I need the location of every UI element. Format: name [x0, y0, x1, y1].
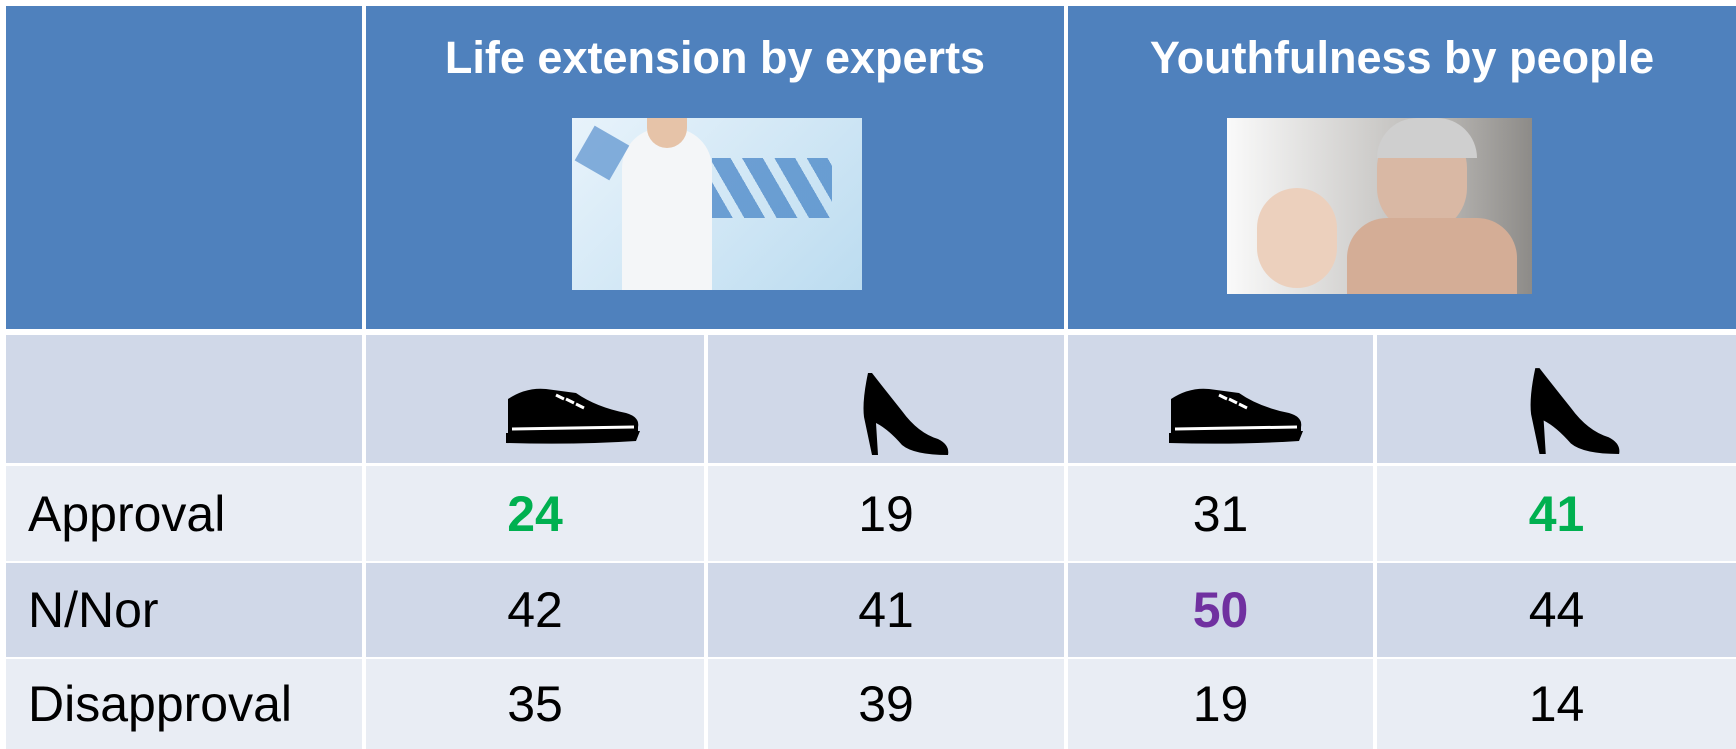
heel-icon — [1530, 368, 1620, 454]
shoulders — [1347, 218, 1517, 294]
heel-icon — [863, 373, 949, 455]
value-cell: 19 — [708, 466, 1064, 561]
icons — [712, 158, 832, 218]
value-cell: 42 — [366, 563, 704, 657]
men-shoe-icon — [1169, 388, 1303, 444]
value-cell: 44 — [1377, 563, 1736, 657]
column-title: Youthfulness by people — [1149, 32, 1655, 83]
column-title: Life extension by experts — [444, 32, 986, 83]
icon-row-cell — [6, 335, 362, 463]
header-cell: Youthfulness by people — [1068, 6, 1736, 329]
men-shoe-icon — [506, 388, 640, 444]
value-cell: 41 — [1377, 466, 1736, 561]
figure — [622, 128, 712, 290]
value-cell: 39 — [708, 659, 1064, 749]
value-cell: 35 — [366, 659, 704, 749]
value-cell: 50 — [1068, 563, 1373, 657]
mask — [1257, 188, 1337, 288]
value-cell: 24 — [366, 466, 704, 561]
row-label: N/Nor — [6, 563, 362, 657]
row-label: Approval — [6, 466, 362, 561]
value-cell: 41 — [708, 563, 1064, 657]
header-cell: Life extension by experts — [366, 6, 1064, 329]
header-corner — [6, 6, 362, 329]
value-cell: 31 — [1068, 466, 1373, 561]
row-label: Disapproval — [6, 659, 362, 749]
hair — [1377, 118, 1477, 158]
value-cell: 19 — [1068, 659, 1373, 749]
value-cell: 14 — [1377, 659, 1736, 749]
photo-mask — [1227, 118, 1532, 294]
photo-doctor — [572, 118, 862, 290]
